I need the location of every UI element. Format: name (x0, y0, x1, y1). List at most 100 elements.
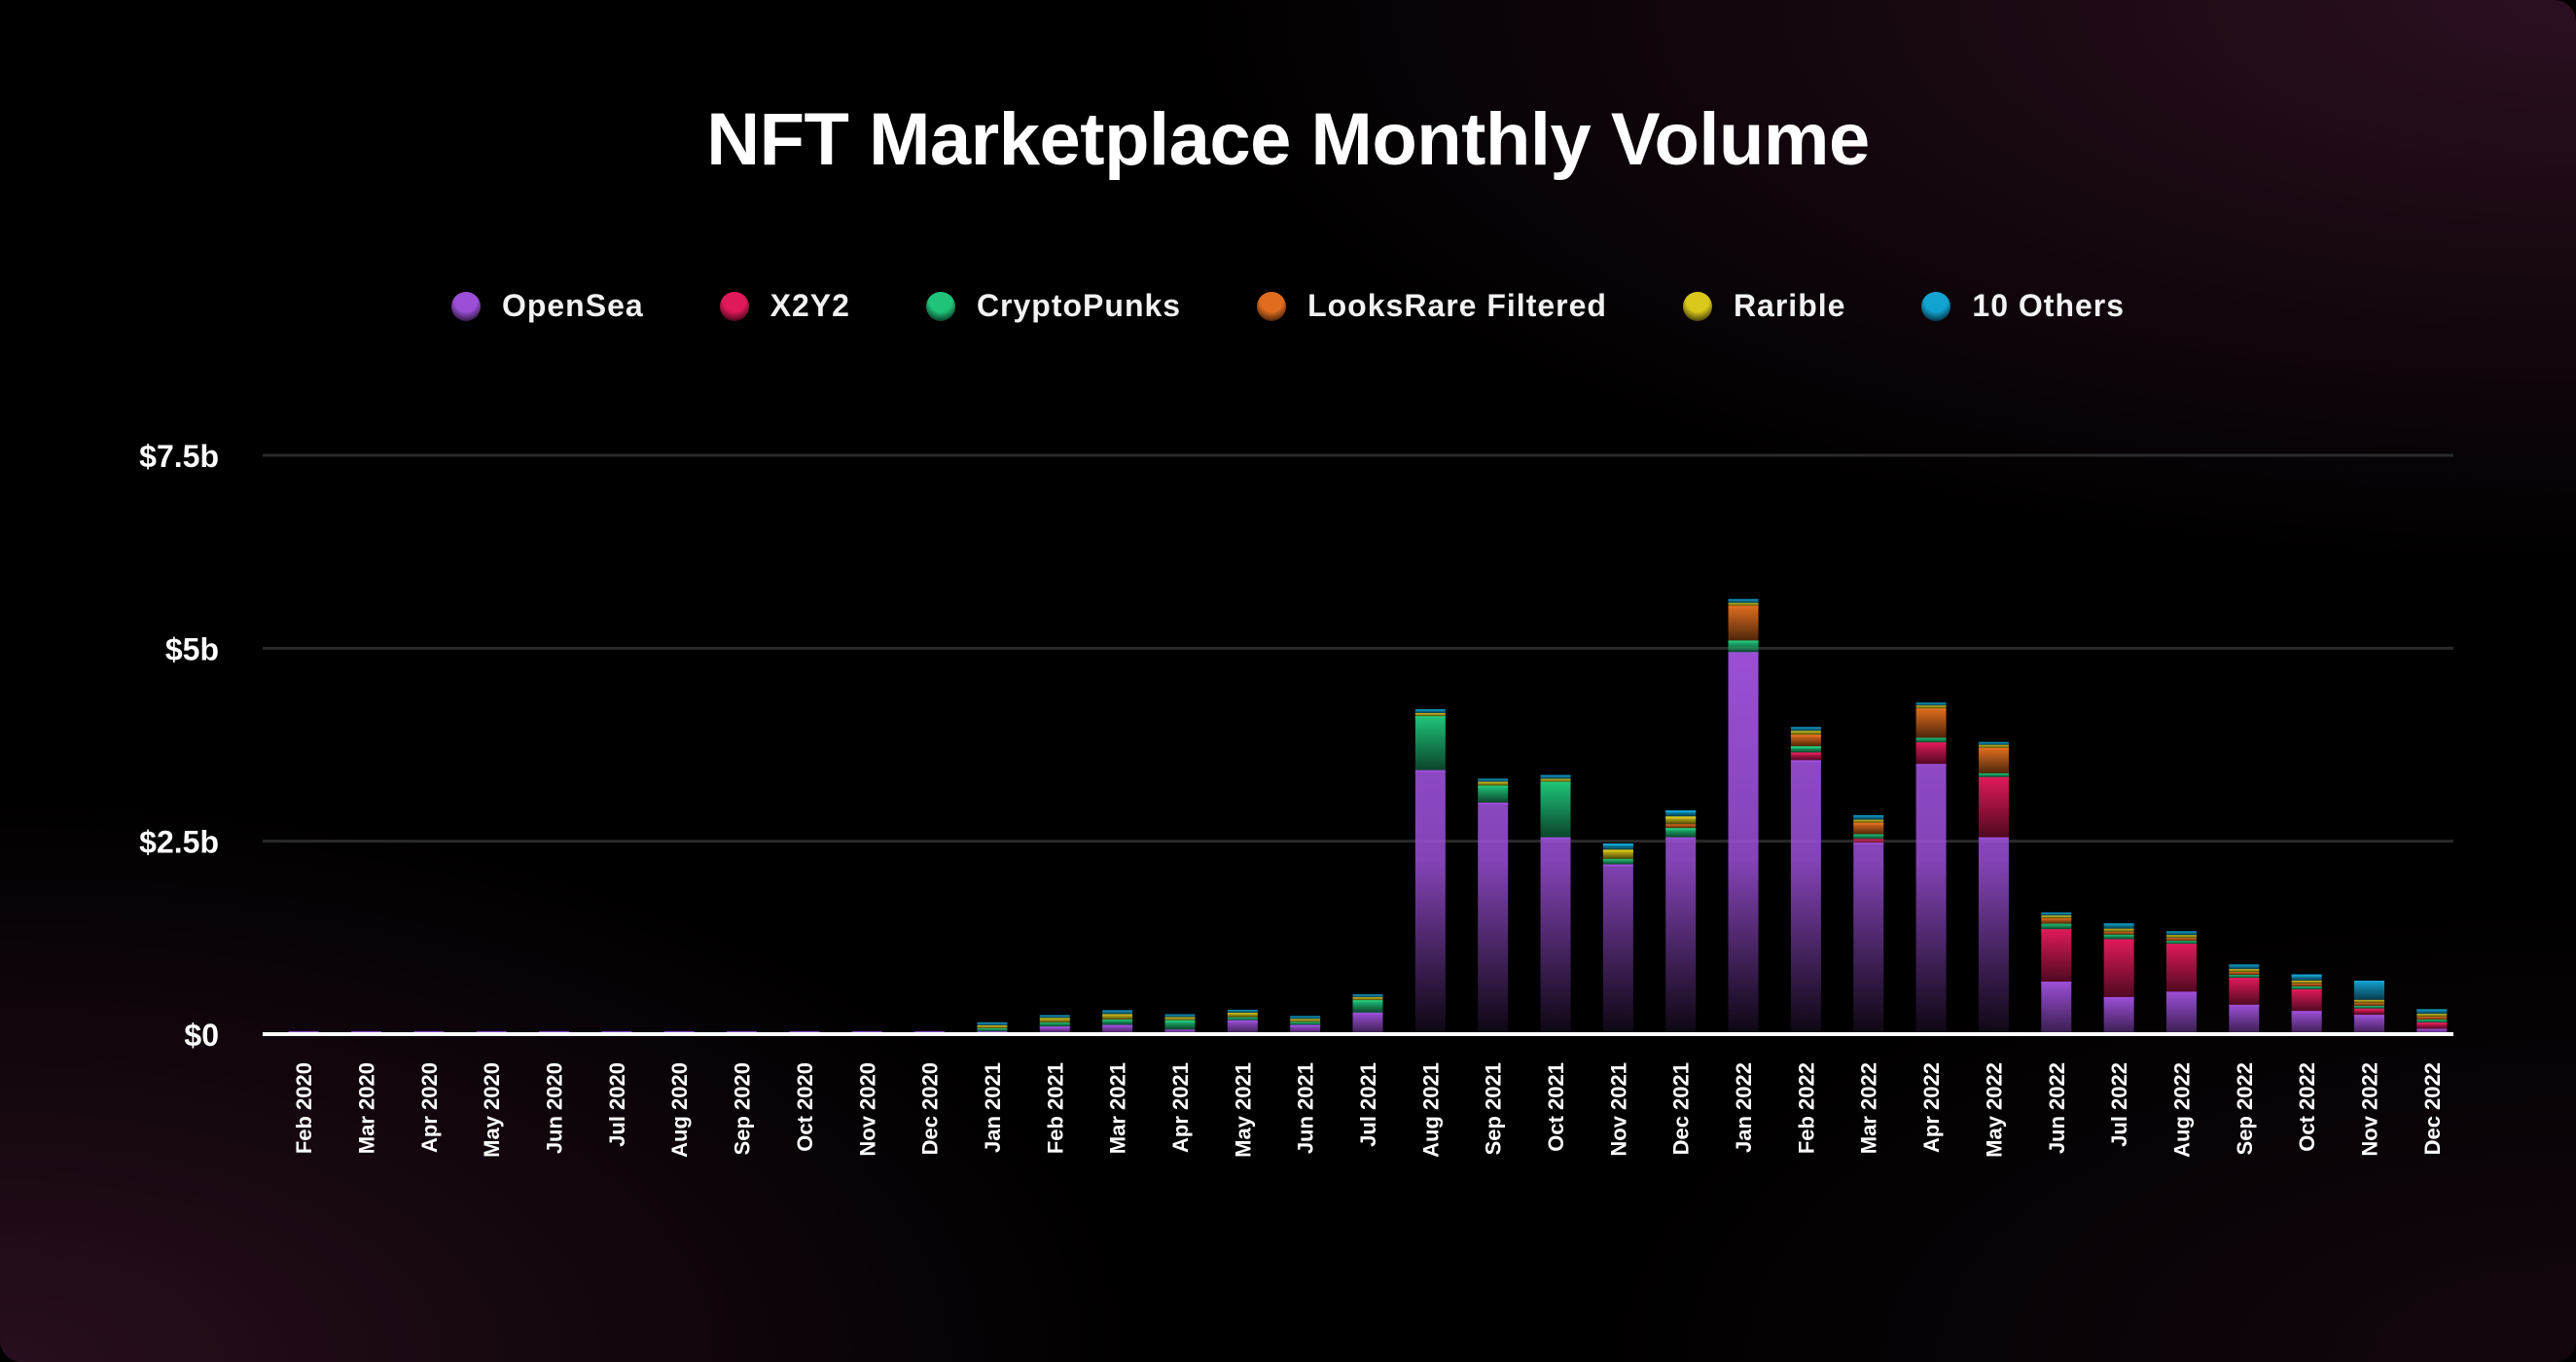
bar-10-others[interactable] (1665, 809, 1697, 817)
bar-10-others[interactable] (2229, 964, 2260, 970)
bar-cryptopunks[interactable] (1978, 772, 2009, 777)
bar-rarible[interactable] (1478, 781, 1509, 786)
bar-cryptopunks[interactable] (1478, 785, 1509, 803)
bar-10-others[interactable] (2353, 980, 2384, 1000)
bar-cryptopunks[interactable] (1039, 1022, 1070, 1027)
bar-rarible[interactable] (2291, 980, 2322, 984)
bar-rarible[interactable] (1602, 849, 1633, 859)
bar-stack[interactable] (1414, 709, 1446, 1034)
bar-stack[interactable] (1540, 774, 1571, 1034)
bar-x2y2[interactable] (1915, 742, 1947, 765)
bar-stack[interactable] (2353, 980, 2384, 1034)
bar-10-others[interactable] (1978, 741, 2009, 745)
bar-10-others[interactable] (977, 1022, 1008, 1025)
bar-looksrare-filtered[interactable] (2103, 931, 2134, 935)
bar-opensea[interactable] (1164, 1029, 1196, 1034)
bar-opensea[interactable] (1290, 1024, 1321, 1034)
bar-opensea[interactable] (1978, 837, 2009, 1034)
bar-opensea[interactable] (1039, 1026, 1070, 1034)
bar-stack[interactable] (2416, 1009, 2448, 1034)
bar-opensea[interactable] (1540, 837, 1571, 1034)
bar-rarible[interactable] (2165, 935, 2197, 939)
bar-opensea[interactable] (1602, 864, 1633, 1034)
bar-rarible[interactable] (2041, 915, 2072, 918)
bar-stack[interactable] (1290, 1016, 1321, 1034)
bar-looksrare-filtered[interactable] (2416, 1017, 2448, 1021)
bar-looksrare-filtered[interactable] (1728, 605, 1759, 641)
bar-opensea[interactable] (2291, 1011, 2322, 1034)
bar-x2y2[interactable] (2416, 1022, 2448, 1029)
bar-10-others[interactable] (2416, 1009, 2448, 1015)
bar-rarible[interactable] (1164, 1017, 1196, 1021)
bar-10-others[interactable] (2165, 931, 2197, 936)
bar-stack[interactable] (2165, 931, 2197, 1034)
bar-looksrare-filtered[interactable] (1978, 747, 2009, 773)
bar-opensea[interactable] (1227, 1020, 1258, 1034)
bar-rarible[interactable] (1290, 1019, 1321, 1022)
bar-opensea[interactable] (1665, 837, 1697, 1034)
bar-looksrare-filtered[interactable] (2353, 1002, 2384, 1006)
bar-10-others[interactable] (1853, 814, 1884, 820)
bar-cryptopunks[interactable] (1352, 1000, 1383, 1013)
bar-x2y2[interactable] (2103, 939, 2134, 997)
bar-rarible[interactable] (1853, 819, 1884, 823)
bar-stack[interactable] (1352, 994, 1383, 1034)
bar-10-others[interactable] (1915, 702, 1947, 706)
bar-rarible[interactable] (2103, 928, 2134, 932)
bar-looksrare-filtered[interactable] (1915, 708, 1947, 738)
bar-x2y2[interactable] (2229, 978, 2260, 1005)
bar-cryptopunks[interactable] (2416, 1020, 2448, 1023)
bar-x2y2[interactable] (2291, 988, 2322, 1012)
bar-stack[interactable] (2291, 974, 2322, 1034)
bar-x2y2[interactable] (2165, 944, 2197, 992)
bar-x2y2[interactable] (1853, 839, 1884, 843)
bar-rarible[interactable] (1790, 731, 1821, 735)
bar-rarible[interactable] (1915, 705, 1947, 709)
bar-cryptopunks[interactable] (977, 1028, 1008, 1031)
bar-cryptopunks[interactable] (2041, 923, 2072, 930)
bar-10-others[interactable] (1352, 994, 1383, 998)
bar-looksrare-filtered[interactable] (2041, 918, 2072, 924)
bar-cryptopunks[interactable] (1414, 716, 1446, 771)
bar-opensea[interactable] (1478, 803, 1509, 1034)
bar-x2y2[interactable] (2041, 929, 2072, 983)
bar-stack[interactable] (2103, 923, 2134, 1034)
bar-10-others[interactable] (2291, 974, 2322, 981)
bar-x2y2[interactable] (1790, 752, 1821, 761)
bar-opensea[interactable] (2416, 1028, 2448, 1034)
bar-x2y2[interactable] (2353, 1008, 2384, 1016)
legend-item-cryptopunks[interactable]: CryptoPunks (925, 288, 1181, 324)
bar-stack[interactable] (1164, 1014, 1196, 1034)
bar-stack[interactable] (1478, 778, 1509, 1034)
bar-looksrare-filtered[interactable] (1853, 822, 1884, 835)
bar-cryptopunks[interactable] (1290, 1022, 1321, 1025)
bar-stack[interactable] (2229, 964, 2260, 1034)
bar-looksrare-filtered[interactable] (1665, 824, 1697, 829)
legend-item-10-others[interactable]: 10 Others (1921, 288, 2125, 324)
bar-rarible[interactable] (1728, 602, 1759, 606)
bar-rarible[interactable] (2416, 1014, 2448, 1018)
bar-10-others[interactable] (2041, 912, 2072, 915)
bar-rarible[interactable] (1102, 1014, 1133, 1020)
bar-rarible[interactable] (2229, 969, 2260, 973)
legend-item-looksrare-filtered[interactable]: LooksRare Filtered (1257, 288, 1607, 324)
bar-10-others[interactable] (1790, 727, 1821, 732)
bar-looksrare-filtered[interactable] (2229, 972, 2260, 976)
bar-stack[interactable] (1790, 727, 1821, 1034)
bar-10-others[interactable] (1728, 598, 1759, 603)
bar-cryptopunks[interactable] (2291, 986, 2322, 989)
bar-rarible[interactable] (1227, 1012, 1258, 1018)
bar-10-others[interactable] (1164, 1014, 1196, 1018)
bar-looksrare-filtered[interactable] (2291, 983, 2322, 986)
bar-opensea[interactable] (2229, 1004, 2260, 1034)
legend-item-rarible[interactable]: Rarible (1682, 288, 1845, 324)
bar-cryptopunks[interactable] (2103, 934, 2134, 940)
bar-stack[interactable] (1978, 741, 2009, 1034)
bar-rarible[interactable] (2353, 999, 2384, 1003)
bar-stack[interactable] (1853, 814, 1884, 1034)
bar-cryptopunks[interactable] (1102, 1019, 1133, 1025)
bar-looksrare-filtered[interactable] (1790, 735, 1821, 747)
bar-rarible[interactable] (1665, 816, 1697, 825)
bar-opensea[interactable] (1728, 652, 1759, 1034)
bar-stack[interactable] (1728, 598, 1759, 1034)
